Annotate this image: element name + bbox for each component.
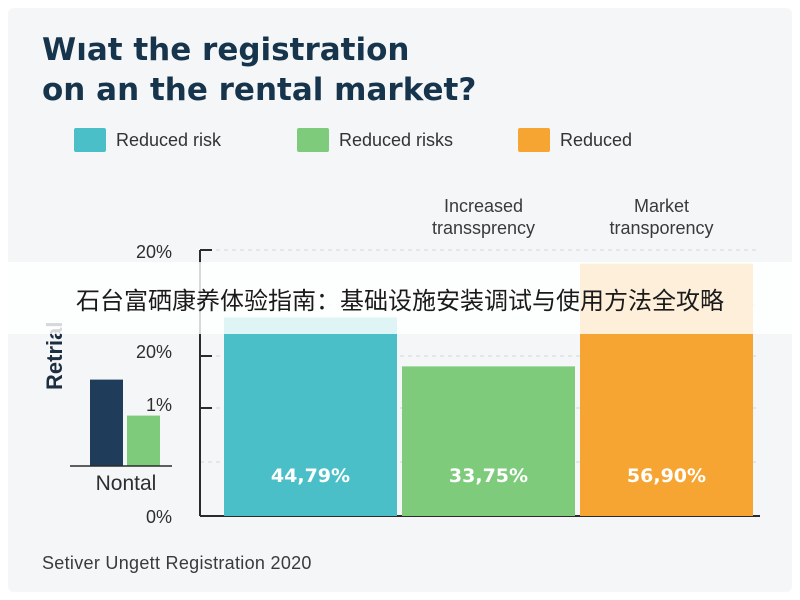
bar-value-label-2: 33,75% [449,465,528,487]
chart-source-note: Setiver Ungett Registration 2020 [42,553,312,573]
legend-item-1: Reduced risk [74,126,221,154]
inset-bar-1 [90,379,123,466]
bar-category-label-2-line-2: transsprency [432,218,535,238]
legend-label-3: Reduced [560,129,633,150]
bar-category-label-2-line-1: Increased [444,196,523,216]
legend-swatch-3 [518,128,550,152]
inset-label: Nontal [96,472,157,495]
bar-1 [224,317,397,516]
y-tick-label-3: 1% [146,395,172,415]
legend-label-1: Reduced risk [116,129,222,150]
bar-value-label-1: 44,79% [271,465,350,487]
overlay-banner-text: 石台富硒康养体验指南：基础设施安装调试与使用方法全攻略 [76,286,724,315]
bar-category-label-3-line-1: Market [634,196,689,216]
bar-value-label-3: 56,90% [627,465,706,487]
bar-2 [402,366,575,516]
legend-swatch-2 [297,128,329,152]
legend-swatch-1 [74,128,106,152]
y-tick-label-2: 20% [136,342,172,362]
bar-category-label-3-line-2: transporency [609,218,713,238]
legend-item-3: Reduced [518,126,632,154]
overlay-banner: 石台富硒康养体验指南：基础设施安装调试与使用方法全攻略 [0,262,800,334]
y-tick-label-1: 20% [136,242,172,262]
y-tick-label-4: 0% [146,507,172,527]
inset-bar-2 [127,415,160,466]
chart-title-line-2: on an the rental market? [42,72,477,108]
chart-title-line-1: Wıat the registration [42,32,410,68]
legend-item-2: Reduced risks [297,126,453,154]
chart-title: Wıat the registration on an the rental m… [42,30,602,110]
legend-label-2: Reduced risks [339,129,454,150]
